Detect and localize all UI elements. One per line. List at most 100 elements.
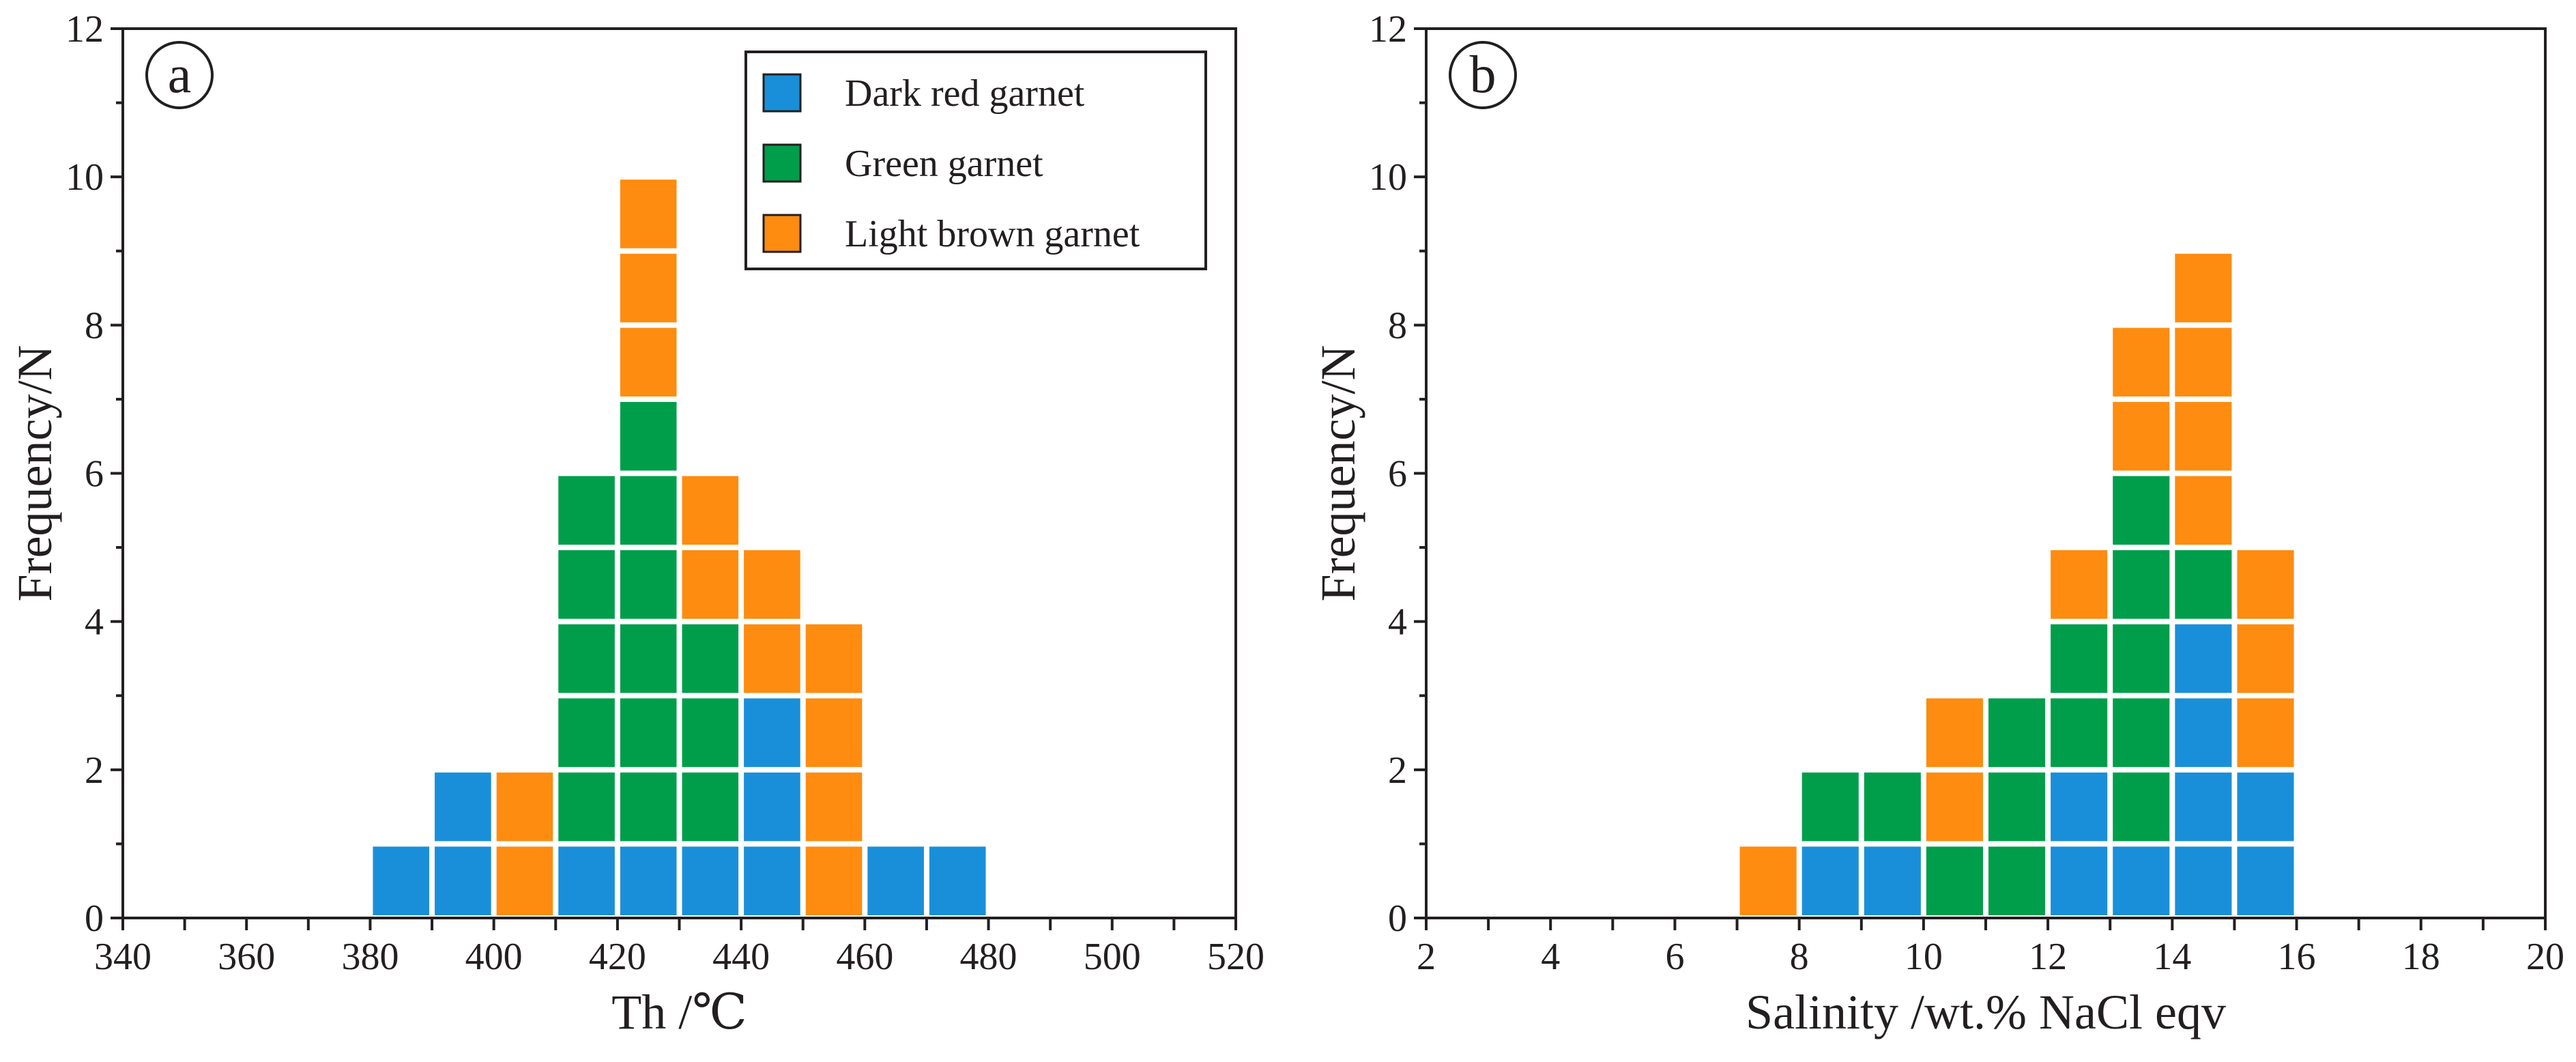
legend-label: Light brown garnet: [845, 213, 1140, 255]
x-tick-label: 380: [341, 936, 399, 978]
bar-cell-green-garnet: [682, 624, 739, 693]
y-tick-label: 6: [85, 453, 104, 496]
x-tick-label: 4: [1541, 936, 1560, 978]
panel-label-circle: [145, 41, 214, 109]
y-tick-label: 2: [85, 749, 104, 792]
y-tick-label: 12: [66, 8, 104, 51]
y-tick-label: 6: [1388, 453, 1407, 496]
bar-cell-green-garnet: [2051, 624, 2108, 693]
bar-cell-light-brown-garnet: [2113, 401, 2170, 471]
x-tick-label: 440: [712, 936, 770, 978]
bar-cell-green-garnet: [2113, 698, 2170, 767]
bar-cell-green-garnet: [682, 772, 739, 842]
x-tick-label: 340: [94, 936, 151, 978]
bar-cell-light-brown-garnet: [1739, 846, 1797, 915]
x-tick-label: 6: [1665, 936, 1684, 978]
bar-cell-green-garnet: [2113, 476, 2170, 545]
y-tick-label: 4: [85, 601, 104, 644]
y-tick-label: 0: [1388, 898, 1407, 940]
bar-cell-light-brown-garnet: [496, 846, 553, 915]
x-tick-label: 400: [465, 936, 523, 978]
bar-cell-dark-red-garnet: [1801, 846, 1859, 915]
y-tick-label: 12: [1369, 8, 1407, 51]
bar-cell-light-brown-garnet: [2175, 401, 2232, 471]
bar-cell-light-brown-garnet: [2113, 328, 2170, 397]
bar-cell-green-garnet: [2113, 772, 2170, 842]
bars: [1739, 253, 2294, 915]
y-tick-label: 10: [66, 156, 104, 199]
bar-cell-dark-red-garnet: [2113, 846, 2170, 915]
bar-cell-dark-red-garnet: [435, 772, 491, 842]
bar-cell-light-brown-garnet: [2237, 550, 2294, 619]
bar-cell-dark-red-garnet: [2237, 846, 2294, 915]
bar-cell-green-garnet: [620, 772, 677, 842]
bar-cell-green-garnet: [1988, 772, 2046, 842]
bar-cell-green-garnet: [558, 476, 615, 545]
bar-cell-light-brown-garnet: [682, 476, 739, 545]
bar-cell-dark-red-garnet: [867, 846, 924, 915]
bar-cell-dark-red-garnet: [744, 772, 800, 842]
bar-cell-light-brown-garnet: [744, 550, 800, 619]
bar-cell-light-brown-garnet: [805, 698, 863, 767]
x-axis-title: Salinity /wt.% NaCl eqv: [1746, 985, 2226, 1039]
x-tick-label: 520: [1207, 936, 1264, 978]
bar-cell-dark-red-garnet: [373, 846, 430, 915]
bar-cell-dark-red-garnet: [558, 846, 615, 915]
bar-cell-light-brown-garnet: [496, 772, 553, 842]
bar-cell-green-garnet: [1926, 846, 1983, 915]
bar-cell-light-brown-garnet: [2175, 476, 2232, 545]
bar-cell-green-garnet: [682, 698, 739, 767]
legend-swatch-dark-red-garnet: [762, 73, 802, 113]
bar-cell-light-brown-garnet: [744, 624, 800, 693]
panel-a: 0 2 4 6 8 10 12 340 360 380 400 420 440 460 480 500 520 T…: [8, 8, 1264, 1039]
bar-cell-dark-red-garnet: [435, 846, 491, 915]
bar-cell-green-garnet: [2051, 698, 2108, 767]
bar-cell-light-brown-garnet: [620, 253, 677, 323]
x-tick-label: 360: [218, 936, 275, 978]
bar-cell-light-brown-garnet: [2237, 698, 2294, 767]
bar-cell-dark-red-garnet: [2175, 846, 2232, 915]
bar-cell-light-brown-garnet: [2175, 253, 2232, 323]
bar-cell-dark-red-garnet: [2175, 772, 2232, 842]
bar-cell-dark-red-garnet: [2175, 624, 2232, 693]
legend: Dark red garnet Green garnet Light brown g…: [744, 51, 1207, 270]
x-tick-label: 14: [2153, 936, 2191, 978]
x-tick-label: 500: [1084, 936, 1141, 978]
bar-cell-light-brown-garnet: [1926, 698, 1983, 767]
bar-cell-light-brown-garnet: [2237, 624, 2294, 693]
bar-cell-green-garnet: [1988, 846, 2046, 915]
bar-cell-light-brown-garnet: [2051, 550, 2108, 619]
bar-cell-green-garnet: [620, 476, 677, 545]
legend-box: [744, 51, 1207, 270]
bar-cell-green-garnet: [1988, 698, 2046, 767]
y-tick-label: 8: [1388, 304, 1407, 347]
x-tick-label: 20: [2526, 936, 2564, 978]
x-tick-label: 16: [2278, 936, 2316, 978]
bar-cell-dark-red-garnet: [744, 698, 800, 767]
bar-cell-dark-red-garnet: [682, 846, 739, 915]
legend-swatch-light-brown-garnet: [762, 214, 802, 253]
bar-cell-green-garnet: [620, 624, 677, 693]
x-tick-label: 18: [2402, 936, 2440, 978]
x-tick-label: 420: [589, 936, 646, 978]
legend-label: Green garnet: [845, 143, 1043, 185]
y-tick-label: 0: [85, 898, 104, 940]
y-axis-title: Frequency/N: [1311, 345, 1365, 602]
bar-cell-light-brown-garnet: [682, 550, 739, 619]
bar-cell-green-garnet: [558, 772, 615, 842]
bar-cell-green-garnet: [620, 401, 677, 471]
x-axis-title: Th /℃: [611, 985, 747, 1039]
panel-label-circle: [1449, 41, 1517, 109]
bar-cell-dark-red-garnet: [620, 846, 677, 915]
legend-swatch-green-garnet: [762, 143, 802, 183]
bar-cell-dark-red-garnet: [2175, 698, 2232, 767]
x-tick-label: 8: [1790, 936, 1809, 978]
bar-cell-light-brown-garnet: [2175, 328, 2232, 397]
bar-cell-dark-red-garnet: [744, 846, 800, 915]
x-tick-label: 2: [1417, 936, 1436, 978]
y-tick-label: 8: [85, 304, 104, 347]
legend-label: Dark red garnet: [845, 72, 1085, 115]
bar-cell-light-brown-garnet: [1926, 772, 1983, 842]
